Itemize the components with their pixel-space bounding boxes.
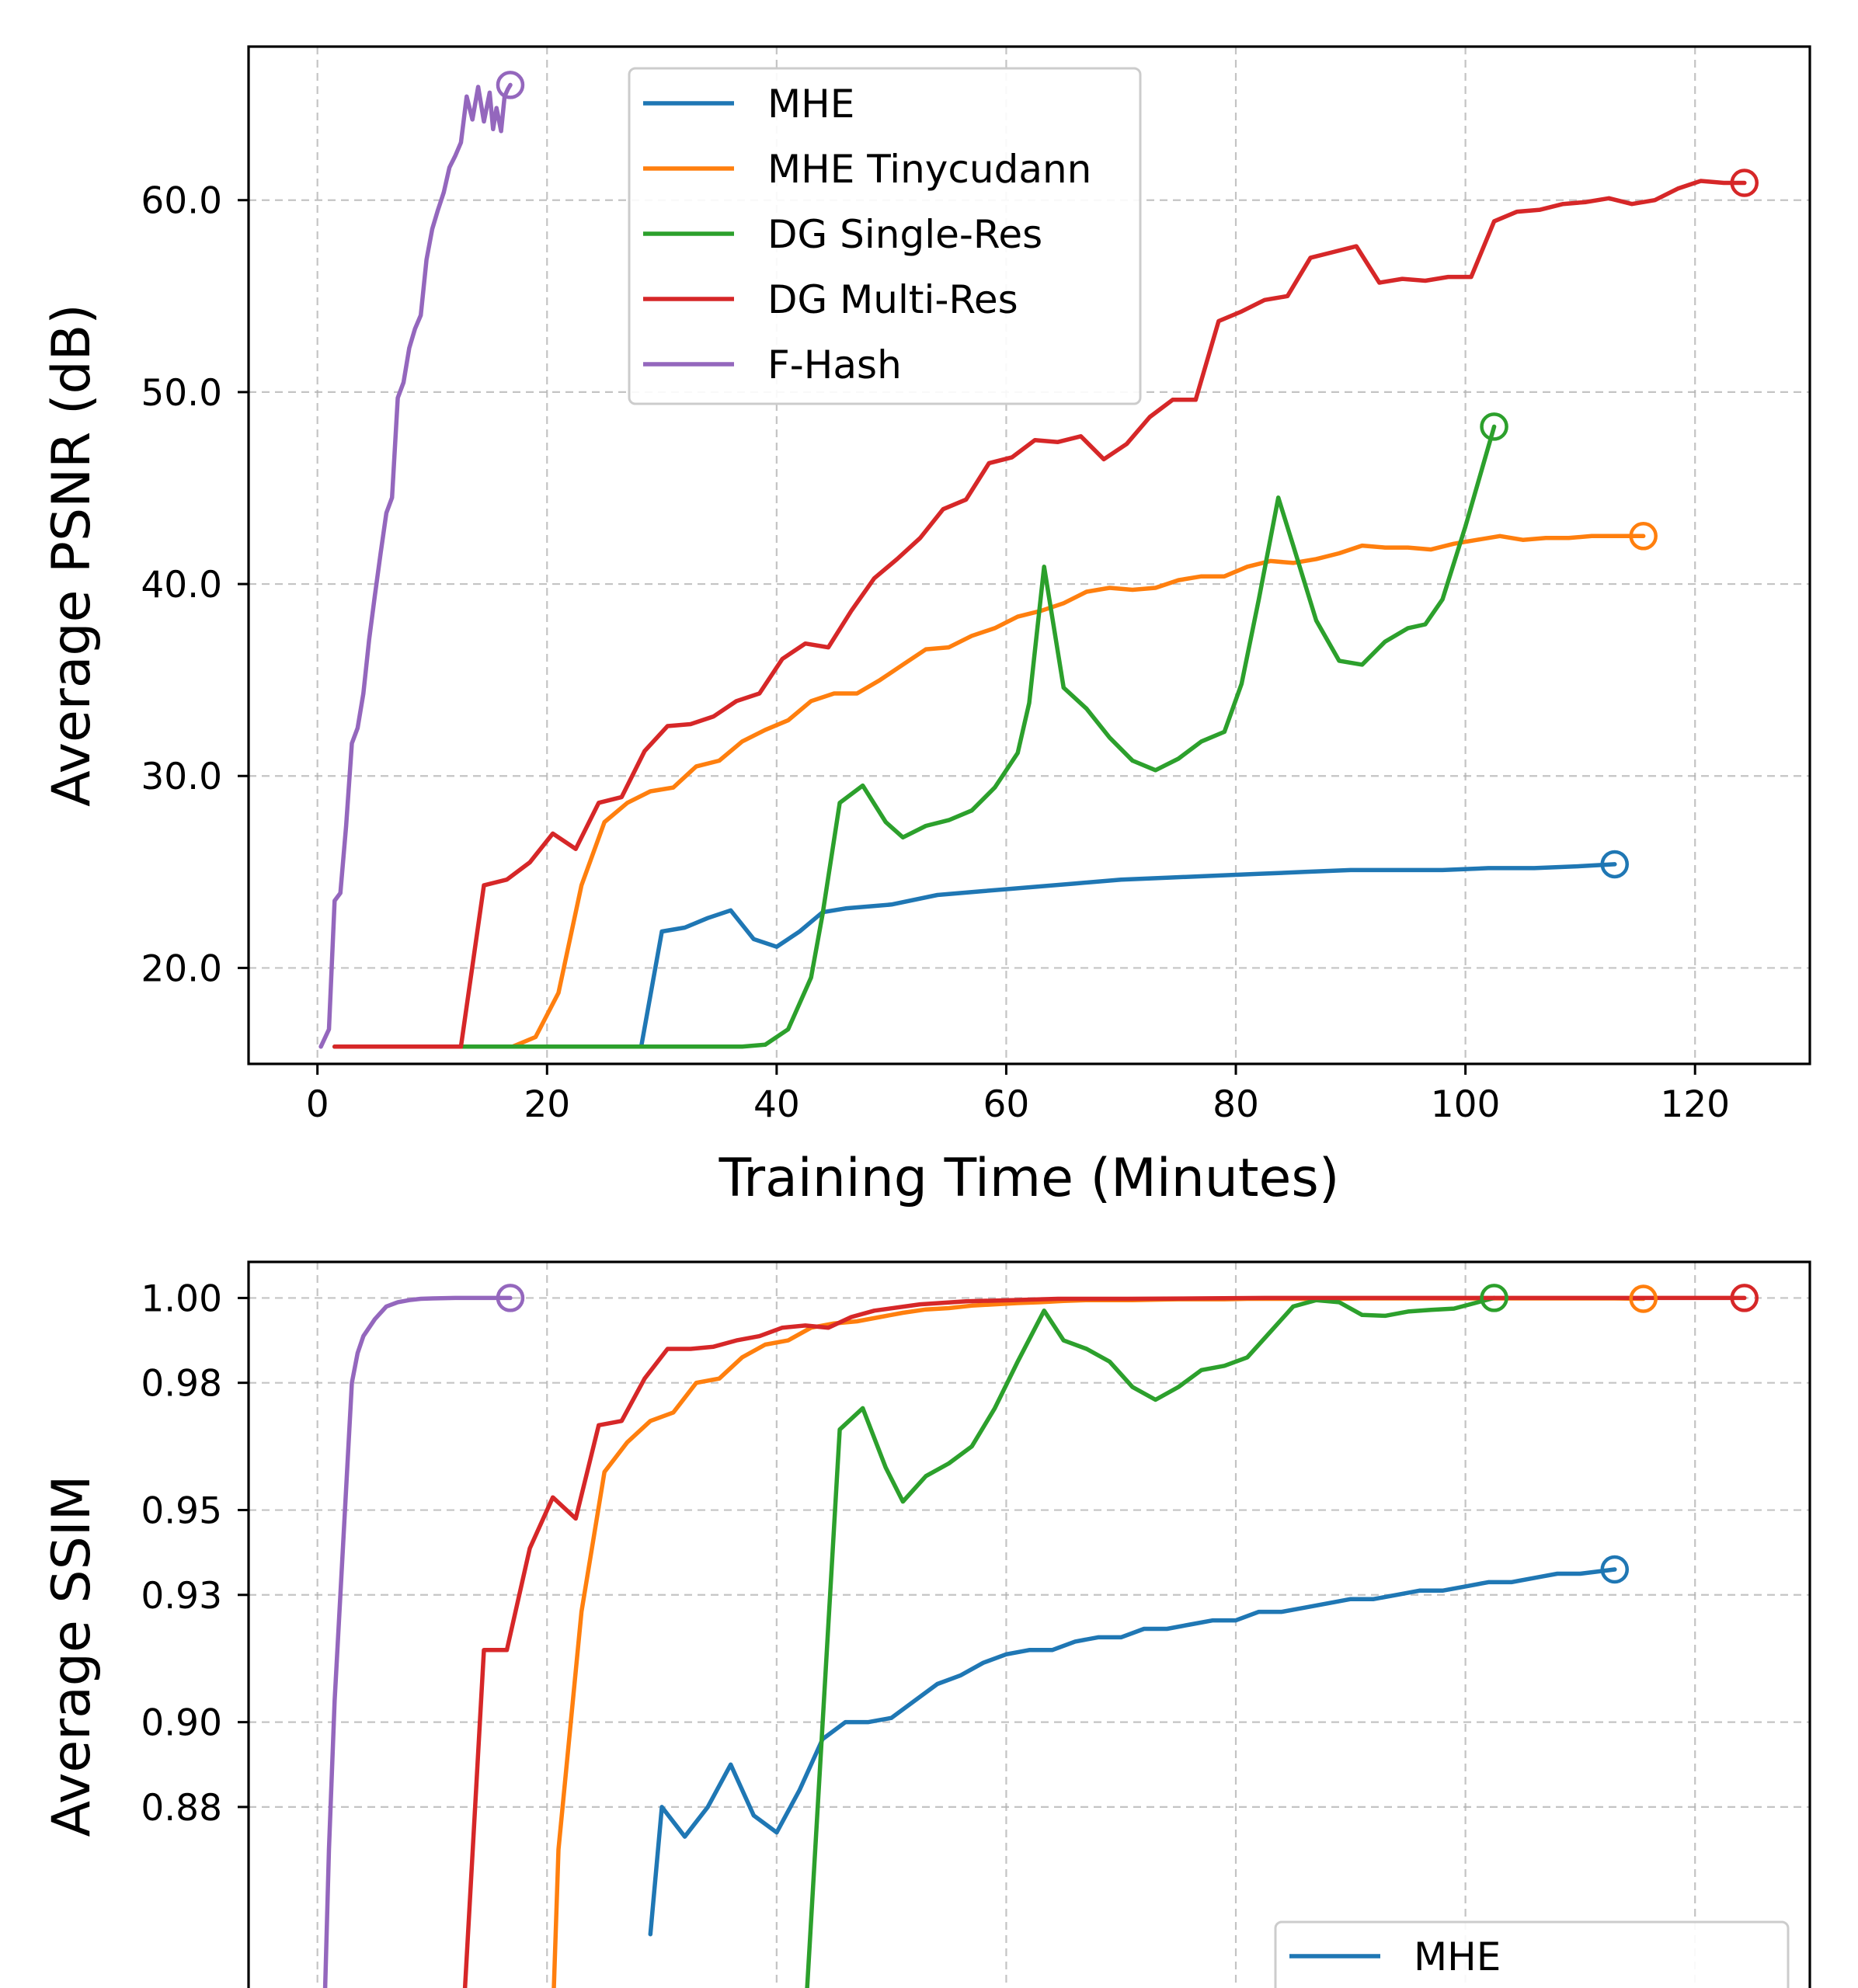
chart1-ytick-label: 20.0 (141, 947, 222, 990)
chart1-xtick-label: 60 (983, 1083, 1030, 1126)
chart2-ylabel: Average SSIM (41, 1475, 103, 1837)
chart2-series-mhe (648, 1567, 1617, 1937)
chart1-series-dg-single-res (332, 424, 1497, 1049)
chart1-plot: 20.0 30.0 40.0 50.0 60.0 Average PSNR (dB) (41, 45, 1811, 1065)
chart2-axes-frame (247, 1260, 1811, 1988)
chart2-plot: 0.88 0.90 0.93 0.95 0.98 1.00 Average SSIM (41, 1260, 1811, 1988)
chart2-endpoint-mhe (1600, 1555, 1629, 1584)
chart1-xtick-label: 20 (524, 1083, 570, 1126)
chart1-ytick-label: 30.0 (141, 756, 222, 798)
chart1-endpoint-dg-multi-res (1730, 169, 1759, 197)
chart2-ytick-label: 0.88 (141, 1787, 222, 1830)
chart2-series-mhe-tinycudann (551, 1296, 1646, 1988)
chart1-xtick-label: 40 (753, 1083, 800, 1126)
chart1-legend-label: MHE (767, 82, 854, 127)
chart2-ytick-label: 0.98 (141, 1363, 222, 1406)
chart1-ylabel: Average PSNR (dB) (41, 304, 103, 807)
chart1-legend-label: DG Multi-Res (767, 277, 1018, 322)
chart1-series-dg-multi-res (332, 179, 1747, 1049)
chart1-ytick-label: 50.0 (141, 372, 222, 415)
chart1-ytick-label: 40.0 (141, 564, 222, 606)
chart2-series-dg-multi-res (462, 1295, 1747, 1988)
chart2-series-f-hash (322, 1295, 513, 1988)
chart2-endpoint-f-hash (496, 1284, 525, 1312)
chart1-series-mhe-tinycudann (332, 533, 1646, 1049)
chart1-legend-box (628, 67, 1142, 405)
chart2-ytick-label: 0.95 (141, 1490, 222, 1533)
chart1-legend-label: MHE Tinycudann (767, 147, 1091, 192)
chart2-legend-label: MHE (1414, 1934, 1501, 1979)
chart2-endpoint-dg-single-res (1480, 1284, 1508, 1312)
chart2-endpoint-dg-multi-res (1730, 1284, 1759, 1312)
chart2-legend: MHE (1274, 1920, 1790, 1988)
chart1-ytick-label: 60.0 (141, 180, 222, 223)
chart1-xtick-label: 80 (1213, 1083, 1259, 1126)
chart1-axes-frame (247, 45, 1811, 1065)
chart1-series-f-hash (318, 82, 513, 1049)
chart1-endpoint-mhe-tinycudann (1629, 522, 1658, 551)
chart2-series-dg-single-res (805, 1295, 1497, 1988)
chart2-endpoint-mhe-tinycudann (1629, 1284, 1658, 1313)
chart1-xtick-label: 100 (1431, 1083, 1501, 1126)
chart2-ytick-label: 0.93 (141, 1575, 222, 1618)
chart2-legend-box (1274, 1920, 1790, 1988)
chart1-endpoint-mhe (1600, 850, 1629, 879)
chart1-series-mhe (332, 862, 1617, 1049)
chart1-xtick-label: 120 (1660, 1083, 1730, 1126)
chart2-series-group (322, 1295, 1747, 1988)
chart2-ytick-label: 1.00 (141, 1277, 222, 1320)
chart1-series-group (318, 82, 1747, 1049)
chart1-legend: MHE MHE Tinycudann DG Single-Res DG Multi-R… (628, 67, 1142, 405)
chart1-endpoint-f-hash (496, 71, 525, 99)
chart1-xtick-label: 0 (306, 1083, 329, 1126)
chart1-xlabel: Training Time (Minutes) (718, 1148, 1340, 1209)
chart1-endpoint-dg-single-res (1480, 412, 1508, 441)
chart1-legend-label: F-Hash (767, 342, 902, 388)
chart1-legend-label: DG Single-Res (767, 212, 1042, 257)
chart2-ytick-label: 0.90 (141, 1702, 222, 1745)
